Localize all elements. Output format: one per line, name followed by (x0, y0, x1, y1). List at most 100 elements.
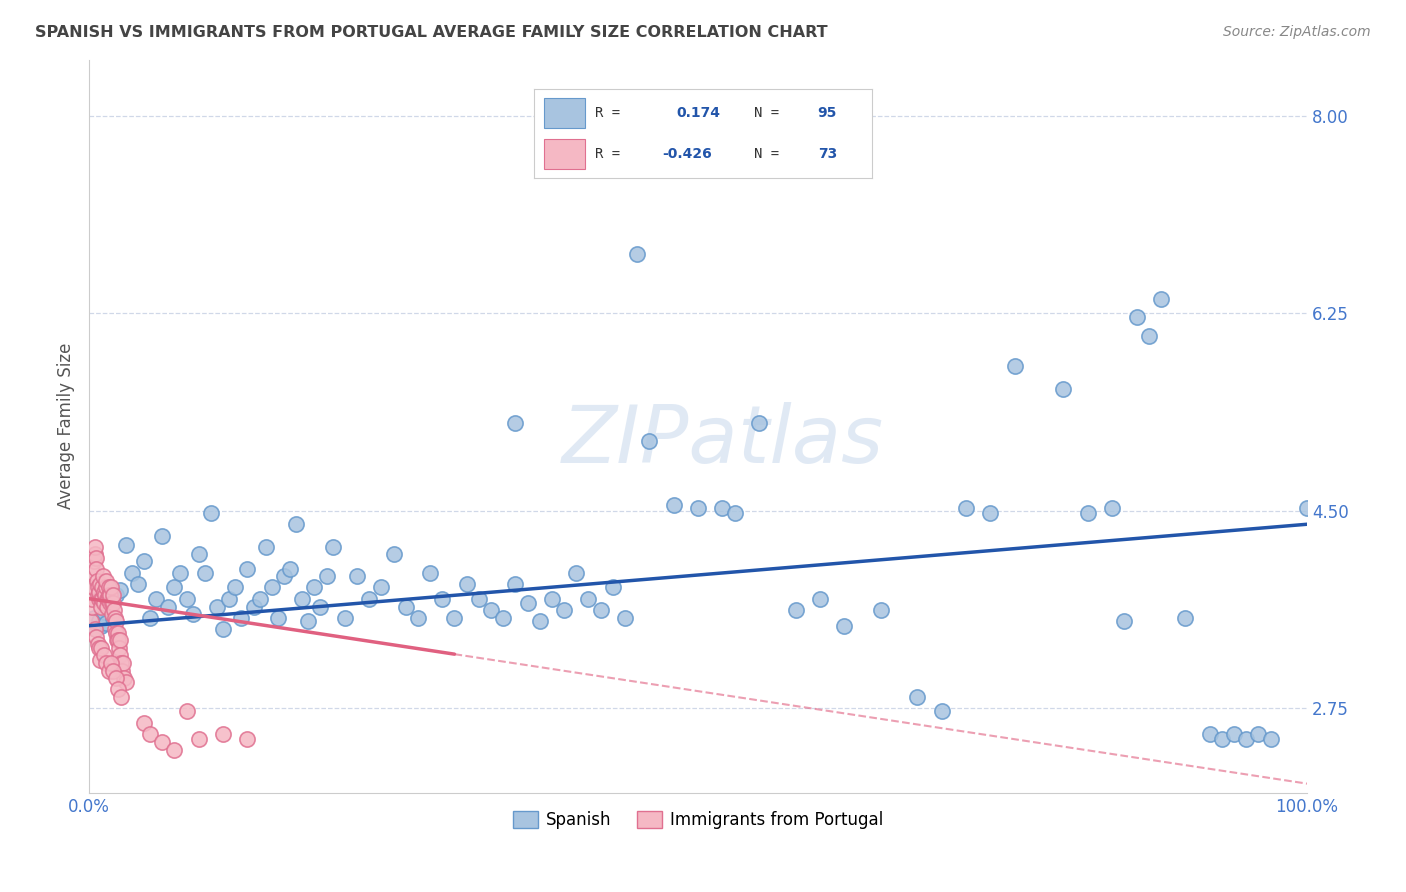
Immigrants from Portugal (104, 614, 127, 628)
Immigrants from Portugal (89, 577, 111, 591)
Spanish (1077, 506, 1099, 520)
Spanish (553, 603, 575, 617)
Spanish (100, 594, 122, 608)
Text: ZIPatlas: ZIPatlas (561, 401, 883, 480)
Spanish (1234, 731, 1257, 746)
Immigrants from Portugal (86, 637, 108, 651)
Spanish (1137, 329, 1160, 343)
Immigrants from Portugal (236, 731, 259, 746)
Immigrants from Portugal (96, 591, 118, 606)
Immigrants from Portugal (83, 554, 105, 568)
Spanish (273, 569, 295, 583)
Immigrants from Portugal (103, 603, 125, 617)
Immigrants from Portugal (87, 591, 110, 606)
Text: Source: ZipAtlas.com: Source: ZipAtlas.com (1223, 25, 1371, 39)
Spanish (231, 611, 253, 625)
Spanish (315, 569, 337, 583)
Spanish (785, 603, 807, 617)
Spanish (614, 611, 637, 625)
Immigrants from Portugal (91, 581, 114, 595)
Immigrants from Portugal (97, 664, 120, 678)
Spanish (516, 596, 538, 610)
Immigrants from Portugal (90, 599, 112, 614)
Spanish (194, 566, 217, 580)
Immigrants from Portugal (93, 648, 115, 662)
Spanish (443, 611, 465, 625)
Spanish (86, 622, 108, 636)
Spanish (145, 591, 167, 606)
Spanish (346, 569, 368, 583)
Immigrants from Portugal (94, 656, 117, 670)
Spanish (94, 616, 117, 631)
Spanish (748, 416, 770, 430)
Spanish (187, 547, 209, 561)
Immigrants from Portugal (80, 599, 103, 614)
Immigrants from Portugal (80, 614, 103, 628)
Immigrants from Portugal (108, 648, 131, 662)
Text: 95: 95 (818, 106, 837, 120)
Spanish (200, 506, 222, 520)
Spanish (1150, 292, 1173, 306)
Immigrants from Portugal (107, 633, 129, 648)
Spanish (808, 591, 831, 606)
Immigrants from Portugal (110, 690, 132, 704)
Spanish (83, 611, 105, 625)
Spanish (1260, 731, 1282, 746)
Immigrants from Portugal (112, 656, 135, 670)
Immigrants from Portugal (90, 641, 112, 656)
Text: R =: R = (595, 106, 628, 120)
Spanish (322, 540, 344, 554)
Spanish (869, 603, 891, 617)
Spanish (304, 581, 326, 595)
Spanish (1198, 727, 1220, 741)
Immigrants from Portugal (176, 705, 198, 719)
Immigrants from Portugal (101, 596, 124, 610)
Text: -0.426: -0.426 (662, 147, 713, 161)
Spanish (905, 690, 928, 704)
Spanish (832, 619, 855, 633)
Legend: Spanish, Immigrants from Portugal: Spanish, Immigrants from Portugal (506, 804, 890, 836)
Spanish (686, 501, 709, 516)
Immigrants from Portugal (91, 569, 114, 583)
Spanish (492, 611, 515, 625)
Spanish (90, 619, 112, 633)
Spanish (103, 611, 125, 625)
Spanish (278, 562, 301, 576)
Immigrants from Portugal (93, 585, 115, 599)
Text: N =: N = (754, 106, 787, 120)
Spanish (309, 599, 332, 614)
Spanish (432, 591, 454, 606)
Immigrants from Portugal (86, 562, 108, 576)
Immigrants from Portugal (90, 591, 112, 606)
Spanish (104, 588, 127, 602)
Immigrants from Portugal (87, 641, 110, 656)
Immigrants from Portugal (104, 622, 127, 636)
Immigrants from Portugal (82, 591, 104, 606)
Immigrants from Portugal (108, 633, 131, 648)
Spanish (236, 562, 259, 576)
Spanish (602, 581, 624, 595)
Spanish (1114, 614, 1136, 628)
Spanish (382, 547, 405, 561)
Text: 73: 73 (818, 147, 837, 161)
Spanish (254, 540, 277, 554)
Spanish (291, 591, 314, 606)
Immigrants from Portugal (87, 588, 110, 602)
Spanish (139, 611, 162, 625)
Immigrants from Portugal (82, 566, 104, 580)
Spanish (589, 603, 612, 617)
Immigrants from Portugal (98, 596, 121, 610)
Text: SPANISH VS IMMIGRANTS FROM PORTUGAL AVERAGE FAMILY SIZE CORRELATION CHART: SPANISH VS IMMIGRANTS FROM PORTUGAL AVER… (35, 25, 828, 40)
Spanish (406, 611, 429, 625)
Immigrants from Portugal (94, 581, 117, 595)
Spanish (1101, 501, 1123, 516)
Spanish (333, 611, 356, 625)
Immigrants from Portugal (84, 622, 107, 636)
Spanish (359, 591, 381, 606)
Text: N =: N = (754, 147, 787, 161)
Spanish (212, 622, 235, 636)
Spanish (150, 528, 173, 542)
Immigrants from Portugal (86, 630, 108, 644)
FancyBboxPatch shape (544, 139, 585, 169)
Immigrants from Portugal (105, 625, 128, 640)
